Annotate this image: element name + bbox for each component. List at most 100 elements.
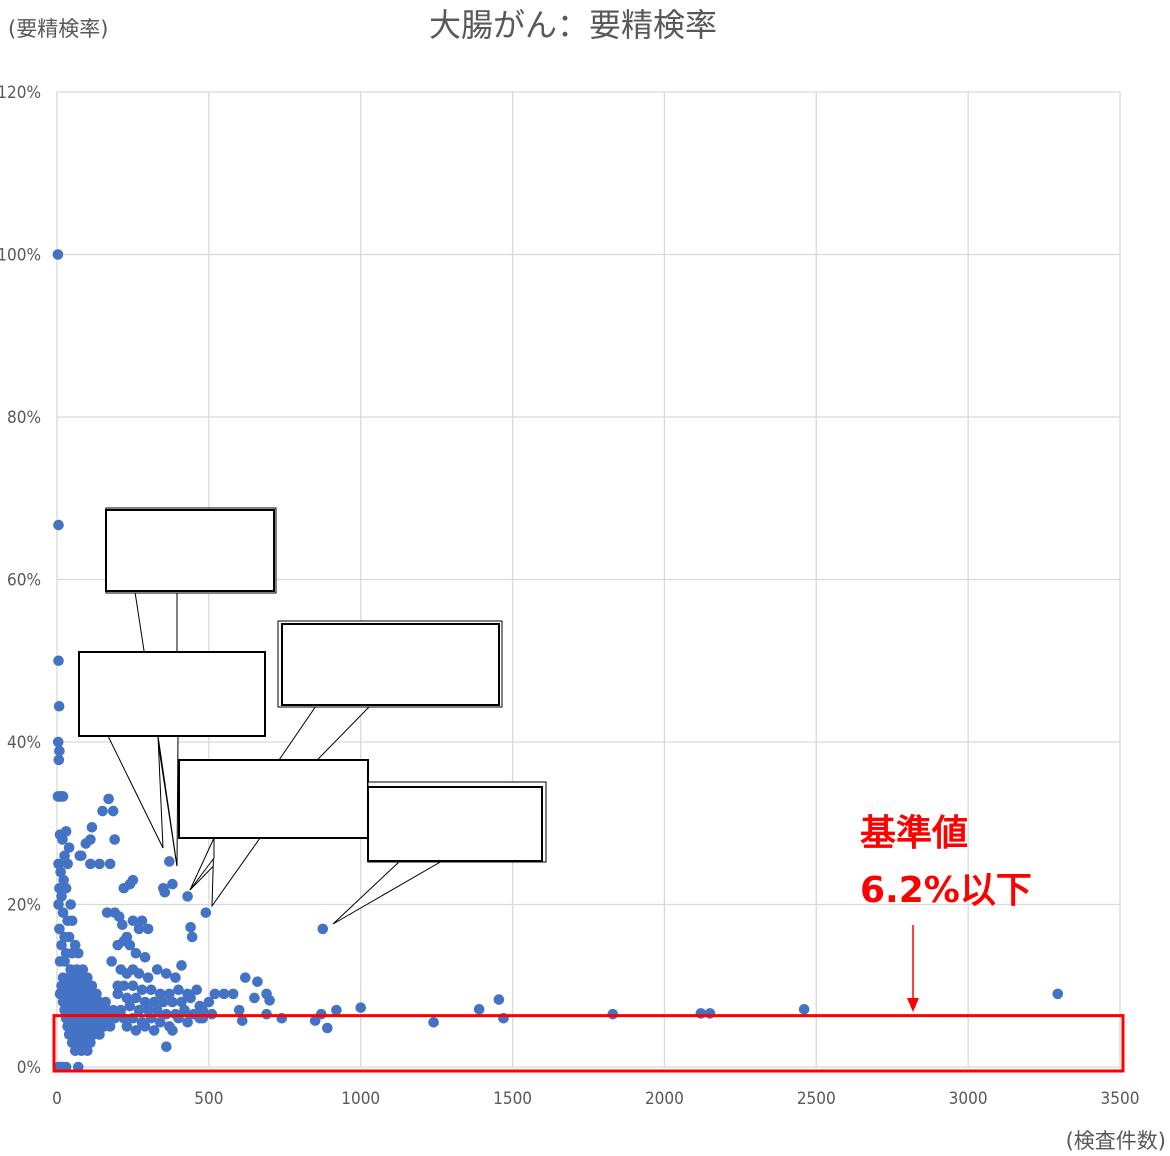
scatter-point (106, 956, 117, 967)
x-tick-label: 2000 (645, 1089, 684, 1109)
scatter-point (170, 972, 181, 983)
scatter-point (121, 992, 133, 1004)
scatter-point (86, 980, 98, 992)
scatter-point (209, 988, 221, 1000)
scatter-point (142, 1004, 154, 1016)
callout-2-pointer-a (107, 735, 164, 849)
scatter-point (53, 858, 64, 870)
scatter-point (130, 1025, 142, 1036)
scatter-point (145, 984, 157, 996)
scatter-point (136, 915, 148, 927)
scatter-point (62, 858, 73, 870)
scatter-point (133, 968, 145, 979)
x-tick-label: 3500 (1101, 1089, 1140, 1109)
scatter-point (127, 915, 139, 927)
x-tick-label: 500 (194, 1089, 223, 1109)
scatter-point (176, 996, 187, 1008)
callout-4-pointer-b (189, 837, 215, 891)
scatter-point (85, 1037, 96, 1048)
y-tick-label: 100% (0, 246, 41, 266)
scatter-point (173, 984, 184, 996)
scatter-point (154, 988, 166, 1000)
callout-2-box (78, 651, 266, 737)
scatter-point (56, 891, 67, 902)
scatter-point (142, 972, 154, 983)
scatter-point (186, 931, 198, 943)
scatter-point (65, 899, 76, 910)
scatter-point (54, 923, 65, 935)
x-tick-label: 1500 (493, 1089, 532, 1109)
scatter-point (167, 878, 178, 890)
scatter-point (136, 984, 148, 996)
scatter-point (203, 996, 215, 1008)
y-tick-label: 40% (7, 733, 41, 753)
scatter-point (107, 1004, 119, 1016)
y-tick-label: 20% (7, 896, 41, 916)
scatter-point (167, 996, 178, 1008)
scatter-point (185, 921, 196, 933)
scatter-point (112, 988, 124, 1000)
scatter-point (63, 931, 75, 943)
scatter-point (56, 939, 67, 951)
scatter-point (218, 988, 230, 1000)
scatter-point (63, 842, 75, 853)
reference-label-value: 6.2%以下 (860, 870, 1032, 911)
scatter-point (82, 972, 93, 983)
scatter-point (164, 856, 175, 867)
scatter-point (101, 907, 113, 918)
scatter-point (85, 834, 96, 845)
scatter-point (85, 858, 96, 870)
scatter-point (322, 1022, 333, 1034)
scatter-point (139, 996, 151, 1008)
scatter-point (60, 882, 72, 894)
scatter-point (798, 1004, 810, 1015)
callout-5-pointer (332, 860, 444, 925)
scatter-point (53, 655, 64, 667)
grid-lines (56, 91, 1121, 1068)
scatter-point (113, 911, 125, 922)
callout-2 (78, 651, 266, 867)
scatter-point (139, 952, 151, 963)
y-tick-label: 0% (17, 1058, 41, 1078)
scatter-point (164, 988, 175, 1000)
scatter-point (127, 980, 139, 992)
scatter-point (493, 994, 505, 1005)
scatter-point (142, 923, 154, 935)
x-tick-label: 0 (52, 1089, 62, 1109)
scatter-point (236, 1015, 248, 1026)
x-tick-label: 1000 (341, 1089, 380, 1109)
scatter-point (317, 923, 329, 935)
scatter-point (53, 899, 64, 910)
scatter-point (91, 988, 102, 1000)
callout-5 (332, 781, 547, 925)
scatter-point (86, 822, 98, 833)
scatter-point (74, 850, 86, 862)
scatter-point (66, 915, 78, 927)
reference-label-title: 基準値 (860, 813, 968, 854)
scatter-point (127, 874, 139, 886)
scatter-point (200, 907, 212, 918)
scatter-point (252, 976, 263, 987)
x-tick-label: 3000 (949, 1089, 988, 1109)
scatter-point (54, 745, 65, 757)
scatter-point (148, 996, 160, 1008)
scatter-point (124, 1000, 136, 1012)
scatter-point (182, 891, 193, 902)
scatter-point (133, 1004, 145, 1016)
scatter-point (57, 791, 69, 802)
scatter-point (121, 1021, 133, 1032)
scatter-point (227, 988, 239, 1000)
scatter-point (94, 858, 105, 870)
callout-4-pointer-a (211, 837, 261, 908)
scatter-point (182, 1017, 193, 1028)
scatter-point (77, 964, 89, 975)
scatter-point (53, 700, 65, 712)
callout-4 (178, 759, 369, 908)
scatter-point (60, 826, 72, 837)
scatter-point (53, 754, 65, 766)
scatter-point (159, 887, 171, 898)
scatter-point (264, 995, 275, 1006)
scatter-point (103, 793, 114, 805)
scatter-point (240, 972, 251, 983)
scatter-point (355, 1002, 367, 1013)
